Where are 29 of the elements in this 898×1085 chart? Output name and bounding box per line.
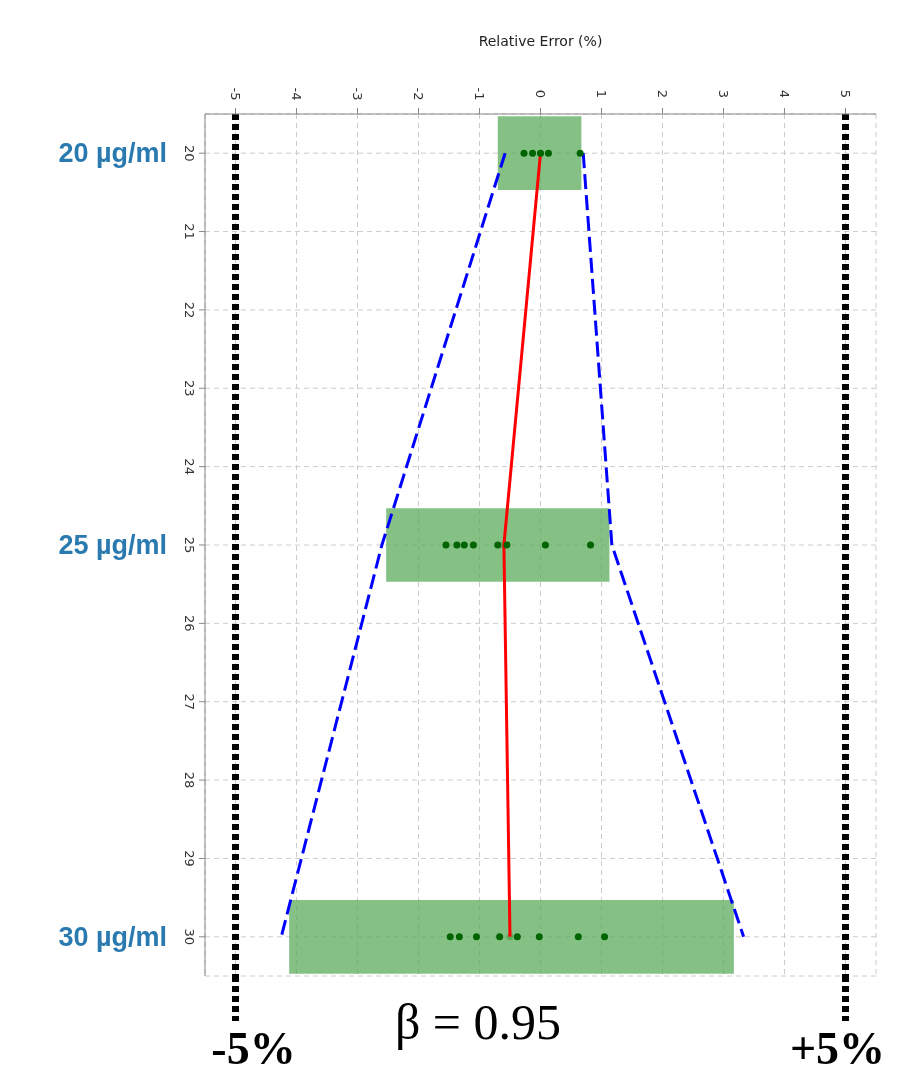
- y-tick-label: 30: [181, 928, 197, 946]
- x-tick-label: 1: [594, 89, 609, 99]
- x-tick-label: 3: [716, 89, 731, 99]
- text: β = 0.95: [394, 994, 562, 1050]
- ref-line-label: -5%: [211, 1023, 296, 1074]
- x-axis-title: Relative Error (%): [478, 33, 603, 49]
- x-tick-label: -3: [350, 87, 365, 101]
- x-tick-label: 5: [838, 89, 853, 99]
- y-tick-label: 24: [181, 458, 197, 475]
- text: 20 µg/ml: [58, 137, 167, 170]
- y-tick-label: 28: [181, 771, 197, 789]
- y-tick-label: 26: [181, 615, 197, 632]
- text: 30 µg/ml: [58, 920, 167, 953]
- x-tick-label: -1: [472, 87, 487, 101]
- y-tick-label: 21: [181, 223, 197, 240]
- y-tick-label: 22: [181, 301, 197, 319]
- y-tick-label: 23: [181, 380, 197, 397]
- y-tick-label: 25: [181, 536, 197, 554]
- x-tick-label: -4: [289, 87, 304, 101]
- ref-line-label: +5%: [789, 1023, 886, 1074]
- x-tick-label: 2: [655, 89, 670, 99]
- y-tick-label: 29: [181, 850, 197, 867]
- text: 25 µg/ml: [58, 529, 167, 561]
- x-tick-label: 4: [777, 89, 792, 99]
- x-tick-label: -2: [411, 87, 426, 101]
- x-tick-label: -5: [228, 87, 243, 101]
- x-tick-label: 0: [533, 89, 548, 99]
- y-tick-label: 20: [181, 144, 197, 162]
- y-tick-label: 27: [181, 693, 197, 710]
